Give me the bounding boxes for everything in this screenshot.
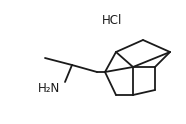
Text: H₂N: H₂N	[38, 81, 60, 94]
Text: HCl: HCl	[102, 14, 122, 27]
